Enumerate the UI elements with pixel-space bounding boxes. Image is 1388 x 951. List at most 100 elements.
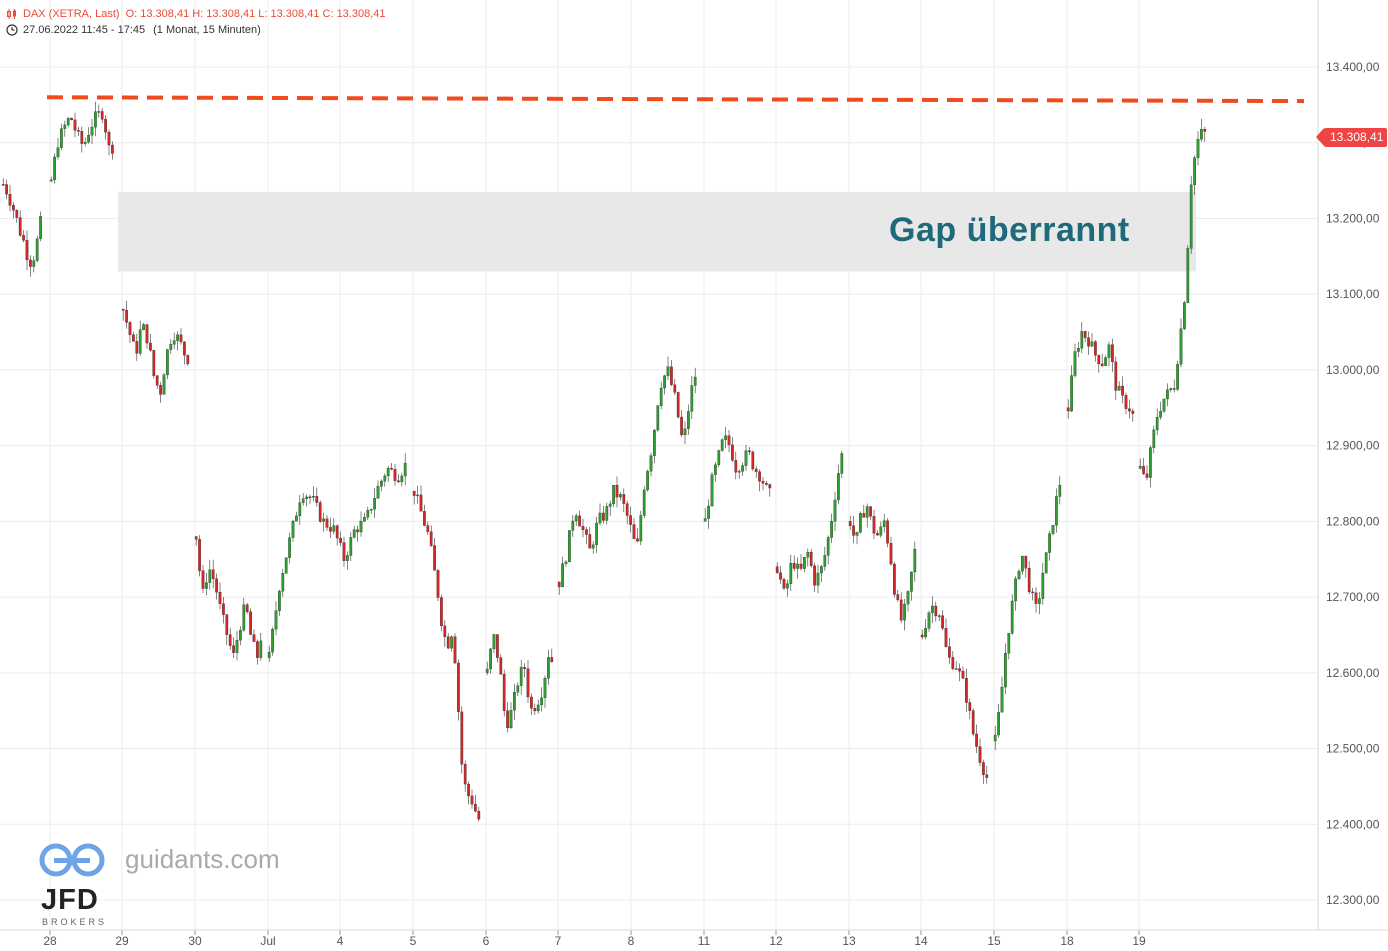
candle-body (499, 657, 503, 675)
candle-body (77, 130, 80, 132)
candle-body (322, 518, 325, 522)
candle-body (1066, 407, 1070, 412)
candle (1034, 587, 1038, 613)
candle (423, 504, 426, 527)
candle (121, 308, 125, 321)
candle-body (460, 711, 464, 765)
candle-body (393, 469, 397, 481)
candle-body (568, 530, 571, 563)
candle (636, 528, 639, 543)
candle (830, 513, 833, 544)
candle-body (509, 710, 513, 729)
candle (477, 806, 481, 822)
candle (342, 536, 346, 567)
candle-body (1124, 395, 1128, 409)
candle-body (796, 563, 799, 569)
candle (312, 486, 315, 502)
x-tick-label: 11 (698, 934, 711, 948)
candle-body (920, 634, 924, 638)
candle (100, 108, 104, 124)
candle-body (927, 612, 931, 629)
candle (138, 320, 142, 356)
candle-body (513, 692, 516, 711)
candle (211, 559, 215, 589)
candle-body (893, 563, 896, 595)
candle (18, 210, 22, 237)
candle-body (215, 578, 218, 593)
candle-body (1172, 388, 1176, 390)
candle-body (90, 126, 94, 136)
candle-body (670, 366, 673, 385)
candle (741, 462, 744, 476)
candle (965, 668, 968, 712)
candle (803, 557, 806, 573)
candle (872, 509, 876, 540)
candle (97, 104, 101, 118)
candle (339, 531, 342, 547)
candle (944, 618, 948, 648)
candle-body (519, 667, 523, 686)
candle (73, 112, 77, 138)
branding: guidants.com JFD BROKERS (38, 840, 280, 927)
jfd-logo-subtext: BROKERS (42, 917, 108, 927)
candle (720, 438, 724, 452)
candle (865, 503, 869, 528)
candle (899, 592, 903, 624)
candle (622, 488, 626, 513)
candle (149, 334, 152, 352)
candle (128, 321, 132, 344)
x-tick-label: 28 (43, 934, 57, 948)
candle (433, 538, 436, 571)
x-tick-label: 8 (628, 934, 635, 948)
candle-body (198, 539, 201, 571)
candle-body (492, 634, 496, 650)
candle (585, 526, 588, 544)
candle (717, 449, 721, 468)
candle-body (284, 557, 288, 574)
candle-body (1058, 485, 1062, 497)
candle (380, 479, 383, 492)
candle-body (194, 536, 198, 540)
candle-body (315, 495, 319, 503)
candle-body (612, 484, 615, 505)
candle (1149, 445, 1152, 488)
candle (978, 738, 982, 767)
candle (1172, 379, 1176, 393)
last-price-tag: 13.308,41 (1315, 128, 1388, 147)
candle (889, 536, 893, 566)
candle-body (1145, 473, 1149, 478)
candle-body (73, 119, 77, 131)
candle (533, 703, 537, 715)
candle-body (997, 712, 1000, 736)
candle-body (816, 572, 820, 586)
candle-body (876, 533, 879, 536)
candle-body (183, 341, 186, 356)
candle-body (872, 516, 876, 534)
candle-body (489, 648, 492, 670)
candle-body (948, 646, 951, 658)
candle-body (561, 563, 564, 588)
candle (985, 766, 989, 784)
candle-body (924, 628, 927, 638)
candle (1189, 175, 1193, 255)
candle (975, 724, 978, 753)
candle-body (66, 118, 70, 126)
candle-body (70, 118, 73, 121)
candle-body (799, 563, 803, 569)
candle-body (135, 341, 139, 354)
candle-body (852, 525, 855, 536)
candle-body (318, 502, 322, 522)
candle-body (39, 216, 42, 239)
candle-body (1094, 341, 1097, 356)
candle (896, 589, 900, 602)
candle (840, 450, 844, 479)
y-tick-label: 13.100,00 (1326, 287, 1380, 301)
candle-body (931, 605, 934, 613)
candle-body (982, 762, 985, 775)
candle (931, 596, 934, 624)
candle-body (737, 471, 741, 473)
candle (886, 518, 889, 548)
candle (765, 480, 768, 487)
candle (155, 374, 159, 389)
candle (225, 613, 229, 645)
